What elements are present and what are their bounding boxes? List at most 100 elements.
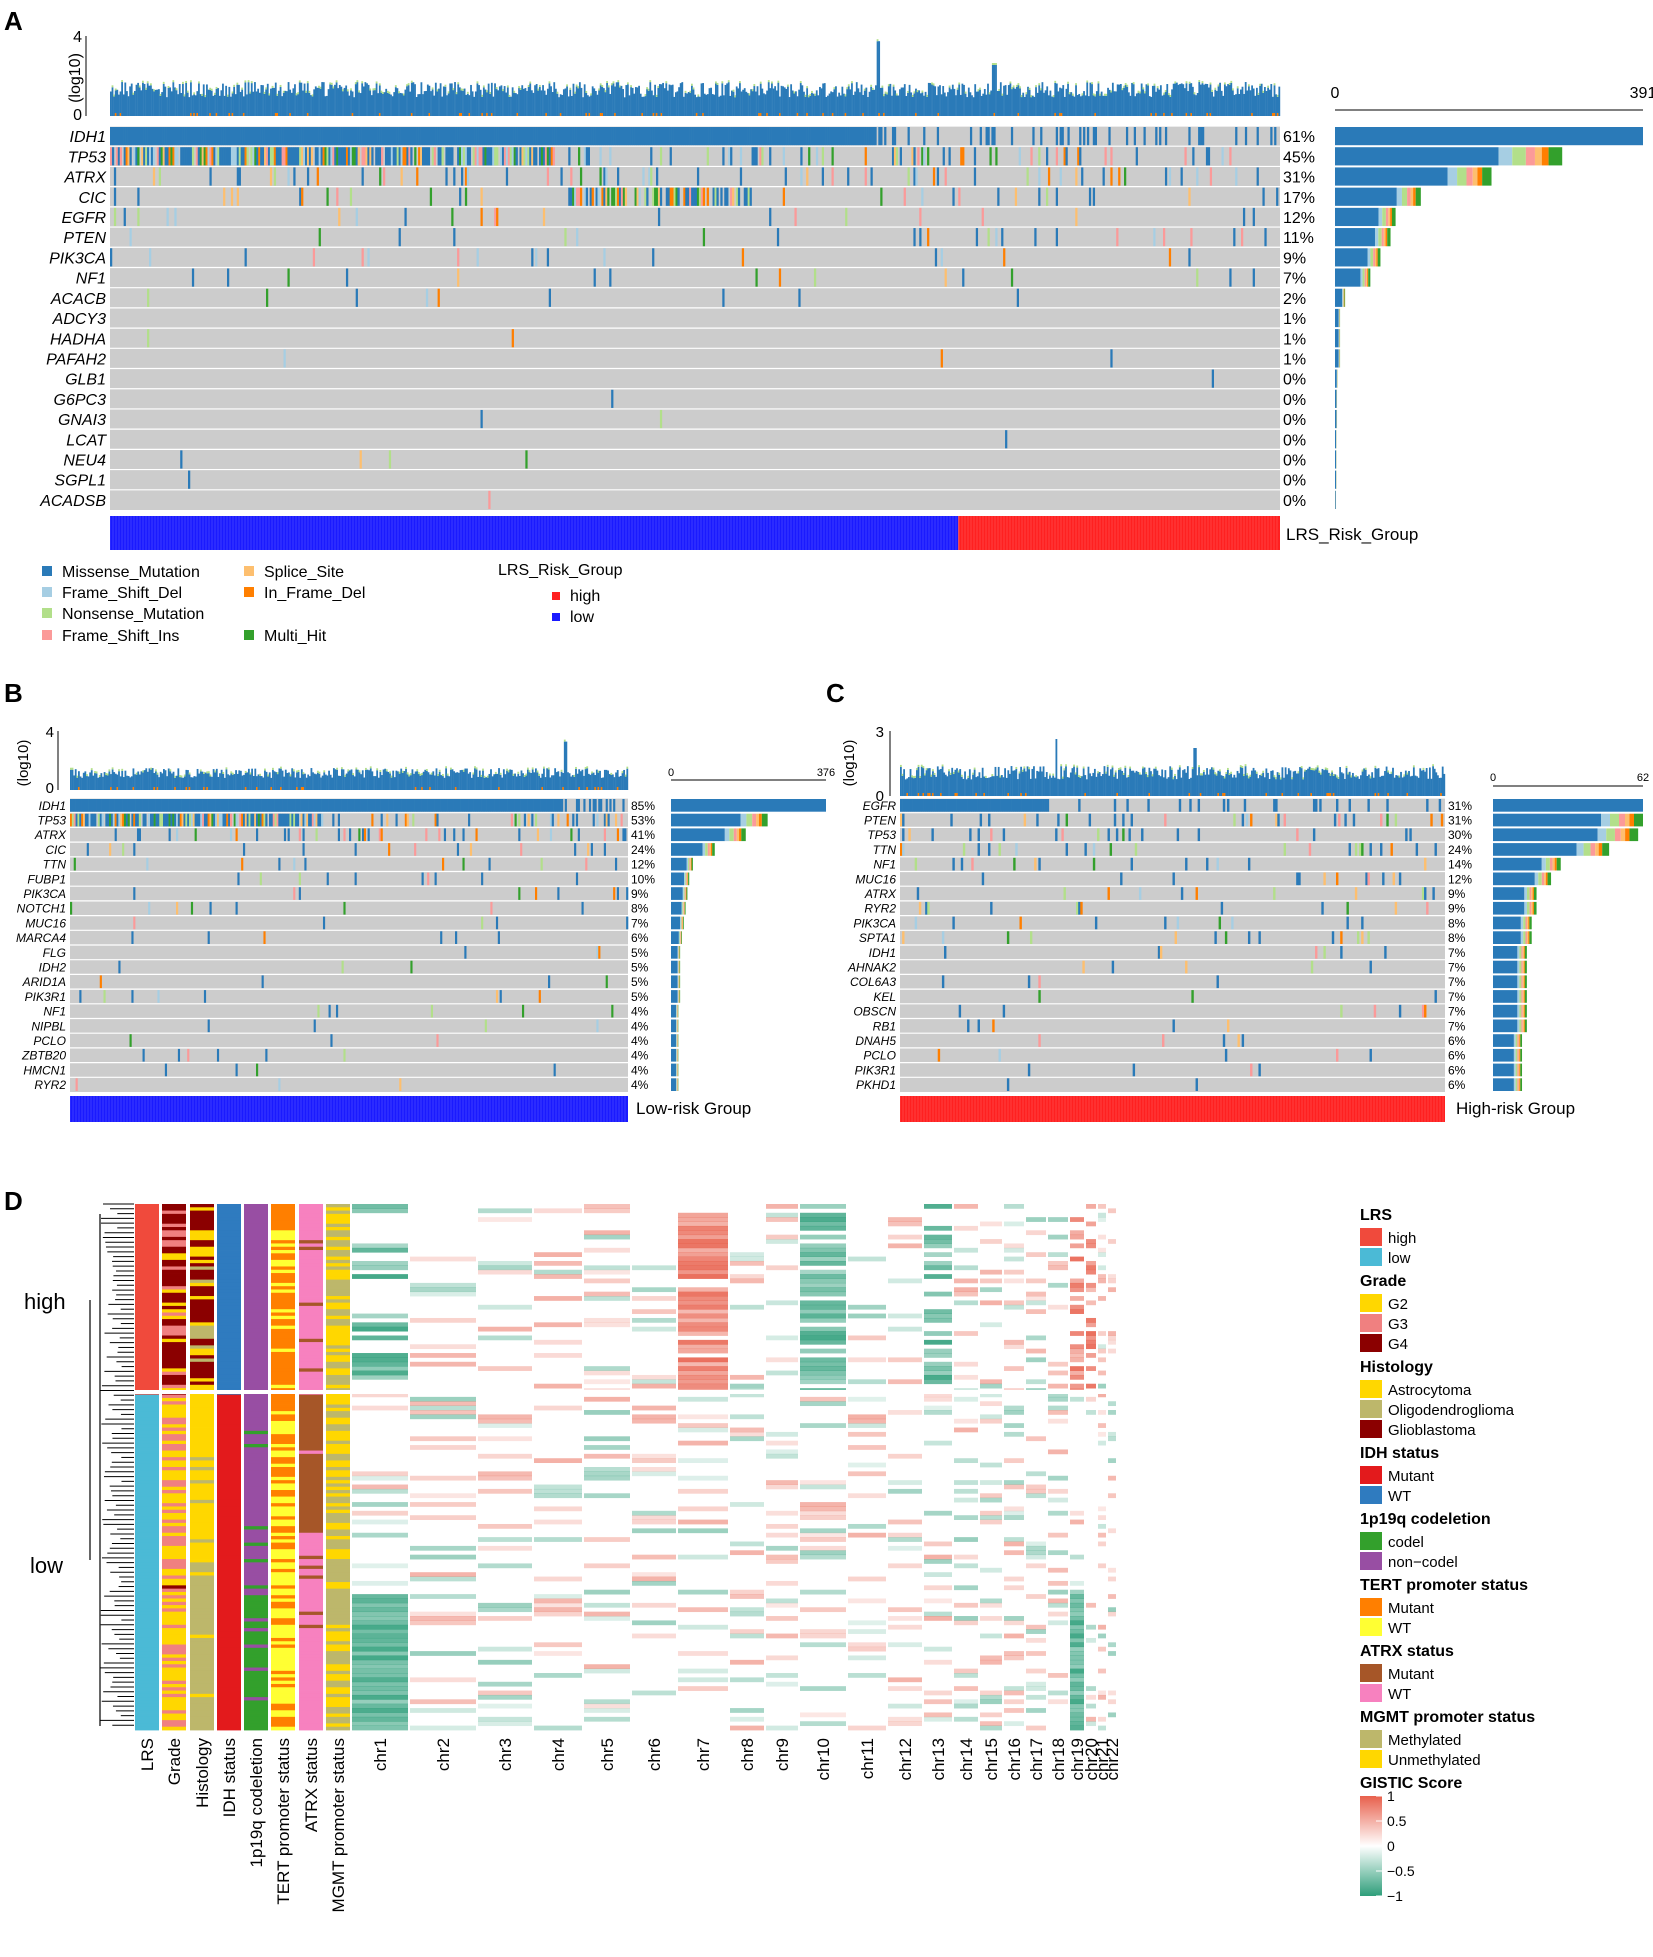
tmb-bar bbox=[226, 96, 229, 116]
tmb-bar bbox=[356, 82, 359, 116]
tmb-bar-top bbox=[952, 772, 955, 775]
tmb-bar bbox=[1158, 775, 1160, 796]
tmb-bar bbox=[331, 777, 334, 790]
mutation-cell bbox=[223, 147, 226, 166]
tmb-bar-top bbox=[1015, 84, 1018, 87]
tmb-bar bbox=[1007, 770, 1010, 796]
mutation-cell bbox=[546, 147, 550, 166]
mutation-cell bbox=[995, 228, 998, 247]
percent-label: 5% bbox=[631, 961, 649, 975]
mutation-cell bbox=[572, 813, 575, 827]
mutation-cell bbox=[728, 127, 731, 146]
mutation-cell bbox=[988, 813, 991, 827]
tmb-bar-top bbox=[1082, 766, 1085, 769]
frequency-bar-segment bbox=[746, 813, 753, 827]
mutation-cell bbox=[1059, 167, 1062, 186]
tmb-bar bbox=[1263, 777, 1266, 796]
tmb-bar-top bbox=[1236, 86, 1239, 89]
tmb-bar bbox=[539, 777, 542, 790]
tmb-bar-top bbox=[1139, 91, 1141, 94]
tmb-bar-top bbox=[376, 768, 379, 771]
mutation-cell bbox=[451, 147, 454, 166]
tmb-bar bbox=[485, 777, 488, 790]
mutation-cell bbox=[796, 127, 799, 146]
mutation-cell bbox=[434, 799, 437, 812]
mutation-cell bbox=[1126, 799, 1129, 812]
tmb-bar-top bbox=[193, 92, 196, 95]
mutation-cell bbox=[617, 187, 620, 206]
mutation-cell bbox=[958, 799, 962, 812]
tmb-bar bbox=[223, 777, 226, 790]
mutation-cell bbox=[176, 127, 179, 146]
mutation-cell bbox=[155, 813, 158, 827]
mutation-cell bbox=[720, 127, 723, 146]
mutation-cell bbox=[326, 127, 329, 146]
tmb-bar bbox=[252, 775, 255, 790]
frequency-bar-segment bbox=[671, 1048, 677, 1062]
mutation-cell bbox=[458, 799, 461, 812]
mutation-cell bbox=[841, 127, 844, 146]
mutation-cell bbox=[101, 799, 104, 812]
mutation-cell bbox=[1133, 127, 1136, 146]
tmb-bar-base bbox=[1297, 793, 1300, 796]
mutation-cell bbox=[317, 813, 320, 827]
tmb-bar bbox=[1332, 775, 1335, 796]
tmb-bar-top bbox=[931, 82, 933, 85]
mutation-cell bbox=[258, 147, 261, 166]
tmb-bar bbox=[254, 82, 256, 116]
tmb-bar bbox=[513, 92, 516, 116]
tmb-bar-top bbox=[1178, 765, 1181, 768]
tmb-bar-top bbox=[302, 772, 305, 775]
mutation-cell bbox=[453, 228, 456, 247]
mutation-cell bbox=[236, 127, 239, 146]
tmb-bar bbox=[1038, 85, 1041, 116]
mutation-cell bbox=[283, 349, 286, 368]
mutation-cell bbox=[813, 127, 817, 146]
tmb-bar bbox=[352, 775, 355, 790]
mutation-cell bbox=[400, 127, 403, 146]
mutation-cell bbox=[209, 901, 212, 915]
mutation-cell bbox=[481, 872, 484, 886]
mutation-cell bbox=[1084, 843, 1087, 856]
mutation-cell bbox=[404, 127, 407, 146]
mutation-cell bbox=[71, 799, 75, 812]
mutation-cell bbox=[1107, 828, 1110, 842]
mutation-cell bbox=[344, 127, 347, 146]
tmb-bar-top bbox=[390, 775, 393, 778]
mutation-cell bbox=[1162, 1034, 1165, 1047]
mutation-cell bbox=[1055, 228, 1058, 247]
mutation-cell bbox=[1021, 799, 1024, 812]
tmb-bar bbox=[1199, 775, 1202, 796]
tmb-bar bbox=[175, 775, 178, 790]
tmb-bar bbox=[1380, 775, 1383, 796]
mutation-cell bbox=[123, 813, 127, 827]
mutation-cell bbox=[603, 813, 606, 827]
mutation-cell bbox=[482, 799, 486, 812]
gene-label: MUC16 bbox=[855, 872, 896, 886]
tmb-bar bbox=[1196, 775, 1199, 796]
mutation-cell bbox=[1059, 127, 1062, 146]
mutation-cell bbox=[599, 127, 602, 146]
mutation-cell bbox=[357, 147, 360, 166]
tmb-bar-top bbox=[617, 80, 620, 83]
tmb-bar bbox=[337, 775, 340, 790]
tmb-bar bbox=[751, 91, 754, 116]
tmb-bar bbox=[505, 92, 508, 116]
mutation-cell bbox=[412, 799, 415, 812]
tmb-bar bbox=[955, 95, 957, 116]
tmb-bar bbox=[361, 770, 364, 790]
mutation-cell bbox=[603, 167, 606, 186]
mutation-cell bbox=[1110, 167, 1113, 186]
mutation-cell bbox=[480, 187, 483, 206]
tmb-bar bbox=[542, 85, 544, 116]
mutation-cell bbox=[274, 799, 277, 812]
mutation-cell bbox=[114, 799, 117, 812]
tmb-bar bbox=[954, 769, 957, 796]
tmb-bar-top bbox=[206, 771, 209, 774]
gene-label: PCLO bbox=[863, 1049, 896, 1063]
tmb-bar bbox=[92, 775, 95, 790]
mutation-cell bbox=[174, 207, 177, 227]
mutation-cell bbox=[1380, 813, 1383, 827]
mutation-cell bbox=[931, 799, 934, 812]
tmb-bar bbox=[186, 92, 189, 116]
